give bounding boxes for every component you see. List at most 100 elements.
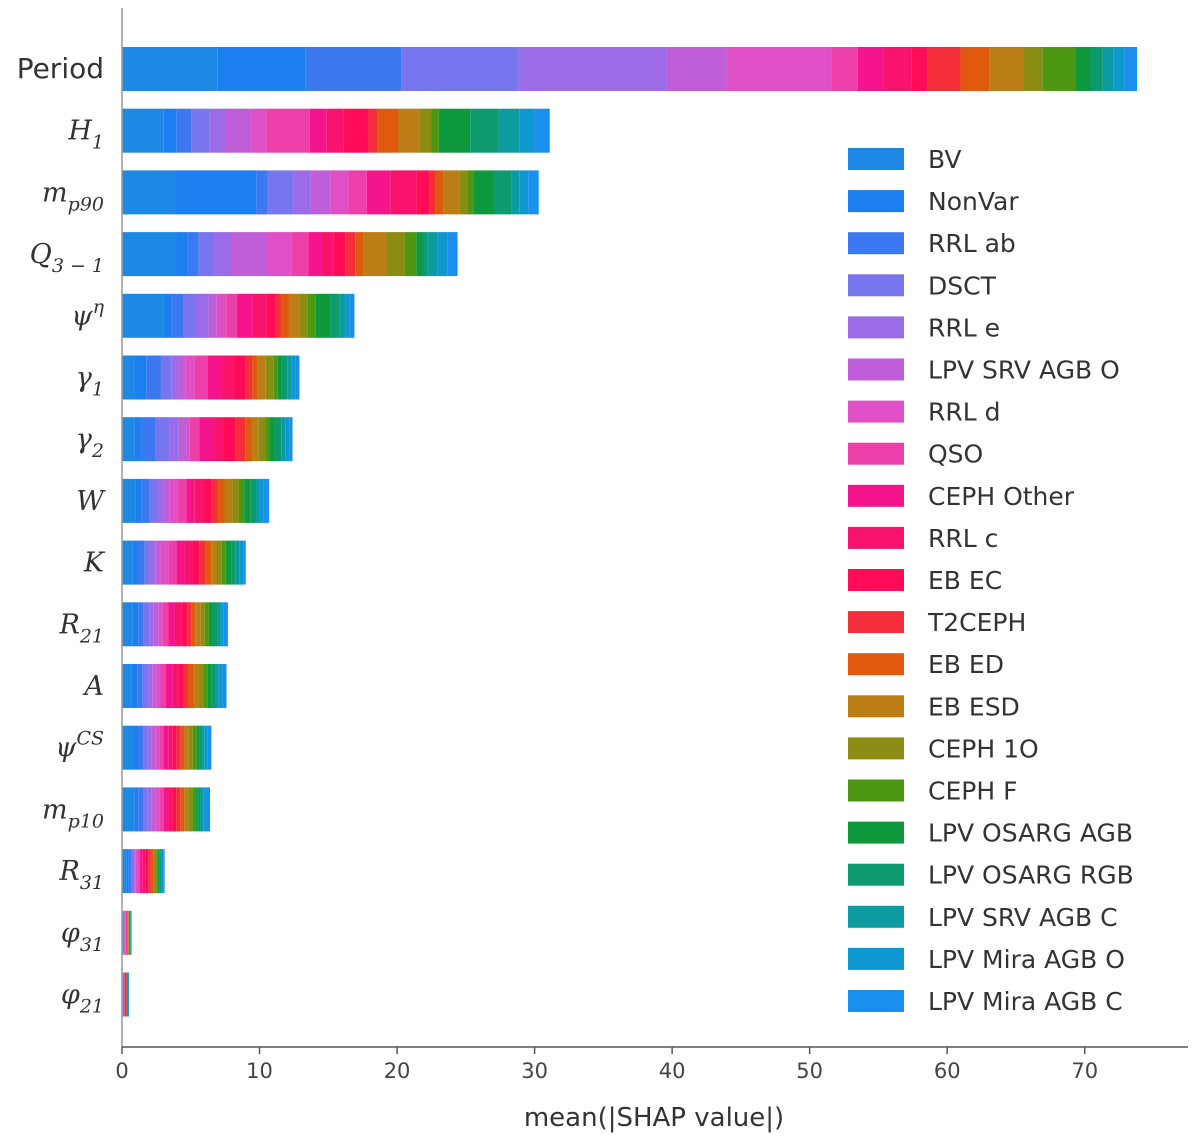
legend-swatch: [848, 190, 904, 213]
legend-item: QSO: [848, 440, 983, 469]
bar-segment-lpv-osarg-agb: [127, 972, 128, 1017]
bar-segment-eb-ec: [266, 293, 276, 338]
bar-segment-lpv-srv-agb-c: [511, 170, 520, 215]
bar-segment-ceph-other: [168, 602, 175, 647]
bar-segment-t2ceph: [125, 972, 127, 1017]
bar-segment-lpv-mira-agb-o: [1113, 47, 1125, 91]
bar-segment-lpv-srv-agb-c: [200, 787, 204, 832]
bar-segment-lpv-srv-agb-c: [160, 849, 162, 894]
bar-segment-eb-ed: [217, 478, 225, 523]
bar-segment-rrl-c: [883, 47, 912, 91]
bar-segment-rrl-e: [209, 108, 226, 153]
bar-segment-lpv-srv-agb-c: [256, 478, 260, 523]
legend-label: CEPH F: [928, 777, 1017, 806]
bar-segment-eb-ec: [125, 972, 127, 1017]
bar-segment-eb-ed: [245, 417, 252, 462]
bar-segment-lpv-mira-agb-c: [289, 417, 293, 462]
bar-segment-lpv-mira-agb-c: [534, 108, 550, 153]
bar-segment-eb-esd: [211, 540, 217, 585]
bar-segment-rrl-d: [186, 417, 190, 462]
bar-segment-ceph-f: [431, 108, 439, 153]
bar-segment-lpv-srv-agb-o: [164, 478, 170, 523]
bar-segment-rrl-d: [251, 108, 267, 153]
bar-segment-lpv-mira-agb-o: [285, 417, 290, 462]
bar-segment-lpv-osarg-rgb: [274, 417, 282, 462]
bar-segment-lpv-mira-agb-c: [207, 725, 212, 770]
bar-segment-dsct: [267, 170, 294, 215]
bar-segment-eb-esd: [184, 725, 189, 770]
bar-segment-ceph-1o: [199, 664, 204, 708]
legend-item: RRL c: [848, 524, 998, 553]
bar-segment-ceph-other: [366, 170, 391, 215]
bar-segment-rrl-ab: [123, 910, 124, 955]
bar-segment-qso: [226, 293, 237, 338]
bar-segment-ceph-f: [192, 725, 197, 770]
bar-segment-eb-esd: [257, 355, 266, 400]
bar-segment-lpv-srv-agb-o: [178, 355, 186, 400]
bar-segment-lpv-mira-agb-c: [528, 170, 539, 215]
bar-segment-rrl-d: [155, 787, 160, 832]
bar-segment-ceph-other: [125, 910, 127, 955]
bar-segment-qso: [159, 787, 164, 832]
bar-segment-rrl-ab: [176, 108, 192, 153]
bar-segment-qso: [177, 478, 187, 523]
bar-segment-ceph-other: [139, 849, 143, 894]
x-tick-label: 60: [934, 1059, 961, 1083]
bar-segment-ceph-1o: [1023, 47, 1043, 91]
legend-item: CEPH 1O: [848, 734, 1039, 763]
bar-segment-dsct: [143, 725, 148, 770]
bar-segment-t2ceph: [429, 170, 436, 215]
bar-segment-rrl-ab: [122, 972, 124, 1017]
legend-swatch: [848, 863, 904, 886]
bar-row-11: [122, 725, 212, 770]
bar-row-4: [122, 293, 355, 338]
bar-segment-t2ceph: [176, 725, 181, 770]
legend-item: RRL e: [848, 313, 1000, 342]
feature-label: φ21: [61, 980, 104, 1018]
bar-row-3: [122, 232, 458, 277]
bar-segment-eb-esd: [989, 47, 1024, 91]
legend-swatch: [848, 779, 904, 802]
legend-swatch: [848, 821, 904, 844]
bar-segment-qso: [124, 972, 125, 1017]
bar-segment-t2ceph: [183, 664, 189, 708]
bar-segment-lpv-mira-agb-c: [243, 540, 246, 585]
bar-segment-rrl-e: [213, 232, 232, 277]
bar-segment-qso: [137, 849, 140, 894]
bar-segment-lpv-osarg-rgb: [231, 540, 236, 585]
bar-segment-rrl-c: [168, 725, 173, 770]
bar-segment-dsct: [198, 232, 214, 277]
bar-segment-ceph-f: [204, 602, 209, 647]
bar-segment-rrl-d: [726, 47, 832, 91]
bar-segment-lpv-osarg-agb: [195, 787, 198, 832]
legend-label: BV: [928, 145, 961, 174]
legend-item: EB ED: [848, 650, 1004, 679]
bar-segment-bv: [122, 602, 133, 647]
bar-segment-lpv-srv-agb-c: [427, 232, 438, 277]
bar-segment-t2ceph: [199, 540, 206, 585]
bar-segment-rrl-e: [123, 910, 125, 955]
bar-segment-lpv-osarg-rgb: [211, 664, 216, 708]
feature-label: Period: [17, 52, 104, 85]
bar-segment-eb-ec: [343, 108, 369, 153]
bar-segment-dsct: [142, 664, 149, 708]
bar-segment-rrl-c: [184, 540, 193, 585]
bar-segment-eb-ec: [911, 47, 928, 91]
bar-segment-eb-ed: [180, 725, 185, 770]
bar-segment-lpv-mira-agb-o: [519, 170, 529, 215]
bar-segment-nonvar: [134, 355, 147, 400]
bar-segment-lpv-mira-agb-o: [218, 664, 223, 708]
legend-label: EB ESD: [928, 692, 1020, 721]
bar-segment-lpv-osarg-agb: [157, 849, 160, 894]
bar-segment-lpv-mira-agb-c: [263, 478, 270, 523]
bar-segment-ceph-1o: [128, 910, 130, 955]
bar-segment-rrl-ab: [138, 602, 144, 647]
bar-segment-ceph-f: [273, 355, 278, 400]
bar-segment-rrl-d: [169, 478, 178, 523]
bar-segment-eb-ed: [205, 540, 212, 585]
bar-segment-dsct: [183, 293, 196, 338]
bar-segment-rrl-ab: [128, 849, 132, 894]
legend-item: LPV OSARG AGB: [848, 819, 1133, 848]
bar-segment-eb-ec: [223, 417, 236, 462]
